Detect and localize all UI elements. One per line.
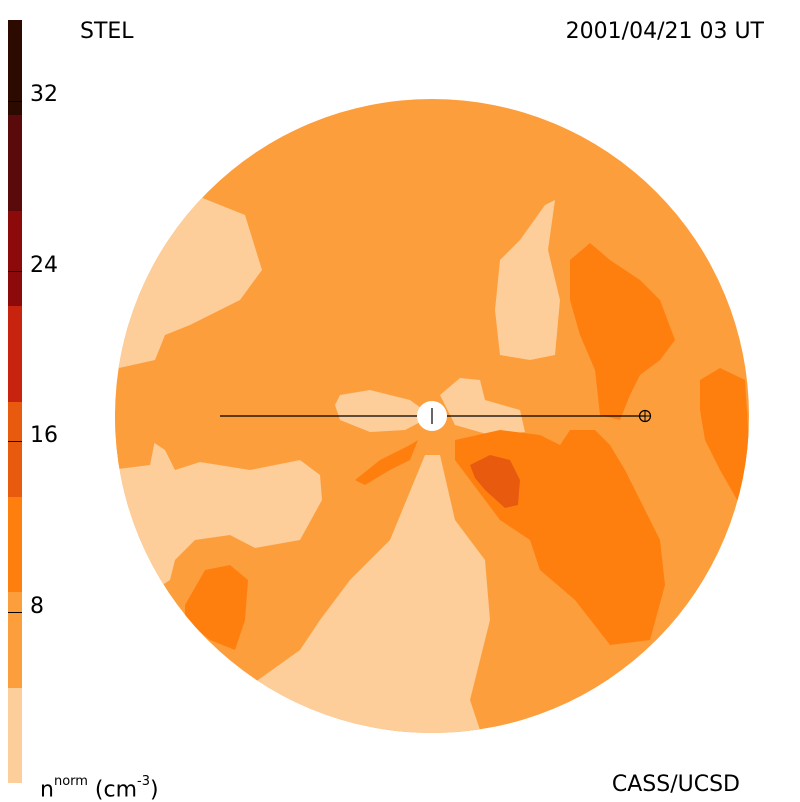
orange-region-upper-right <box>570 243 675 420</box>
colorbar-band <box>8 210 22 307</box>
colorbar-band <box>8 20 22 116</box>
colorbar-tick-8 <box>8 612 22 613</box>
light-region-left <box>115 440 322 620</box>
timestamp: 2001/04/21 03 UT <box>565 19 764 44</box>
colorbar-band <box>8 687 22 783</box>
colorbar-band <box>8 592 22 688</box>
colorbar <box>8 20 22 783</box>
light-region-center-left <box>335 390 432 432</box>
light-region-center-right <box>440 378 525 435</box>
colorbar-tick-32 <box>8 101 22 102</box>
colorbar-label-24: 24 <box>30 253 58 278</box>
colorbar-tick-16 <box>8 441 22 442</box>
colorbar-label-16: 16 <box>30 423 58 448</box>
colorbar-band <box>8 496 22 593</box>
colorbar-band <box>8 401 22 497</box>
light-region-bottom <box>258 455 490 733</box>
credit-label: CASS/UCSD <box>611 772 740 797</box>
colorbar-label-32: 32 <box>30 82 58 107</box>
observatory-label: STEL <box>80 19 134 44</box>
colorbar-tick-24 <box>8 271 22 272</box>
dark-region-center-right <box>470 455 520 508</box>
orange-streak-center <box>355 440 418 485</box>
orange-region-far-right <box>700 368 749 505</box>
colorbar-band <box>8 306 22 402</box>
light-region-top-right <box>495 200 560 360</box>
orange-region-lower-left <box>185 565 248 650</box>
colorbar-label-8: 8 <box>30 594 44 619</box>
colorbar-band <box>8 115 22 211</box>
mid-patch-left <box>115 410 155 470</box>
colorbar-units: nnorm (cm-3) <box>40 774 159 802</box>
